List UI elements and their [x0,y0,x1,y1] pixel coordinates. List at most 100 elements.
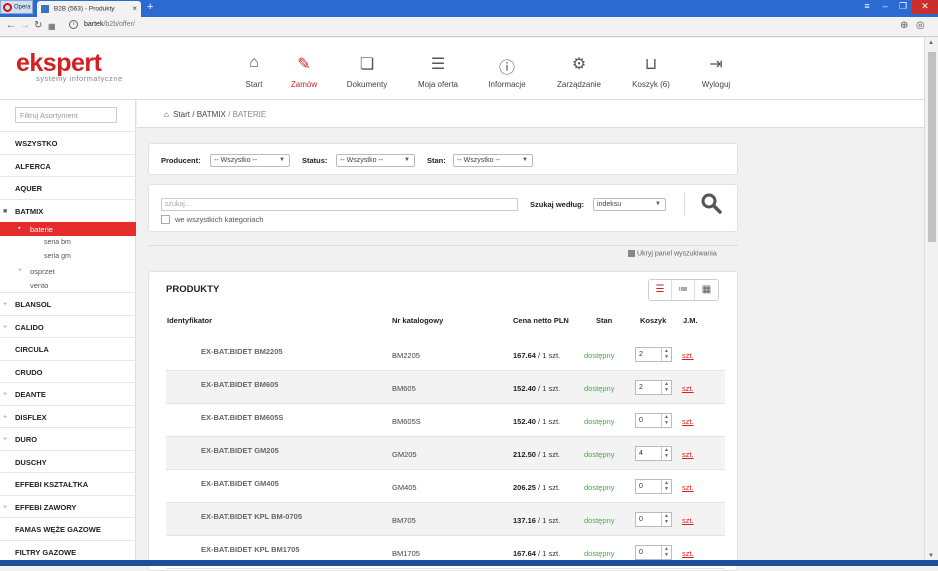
account-icon[interactable]: ◎ [916,20,925,31]
reload-icon[interactable]: ↻ [34,20,43,31]
detail-list-view-icon[interactable]: ≔ [672,280,695,300]
breadcrumb-start[interactable]: Start [173,110,190,119]
category-blansol[interactable]: + BLANSOL [0,293,136,316]
product-id[interactable]: EX-BAT.BIDET BM605 [201,380,279,389]
vpn-icon[interactable]: ⊕ [900,20,909,31]
expand-icon[interactable]: + [18,267,23,274]
unit-link[interactable]: szt. [682,516,694,525]
unit-link[interactable]: szt. [682,417,694,426]
browser-tab[interactable]: B2B (563) - Produkty × [37,1,141,17]
unit-link[interactable]: szt. [682,384,694,393]
filter-assortment-input[interactable]: Filtruj Asortyment [15,107,117,123]
category-batmix[interactable]: ■ BATMIX [0,200,136,223]
spinner-icon[interactable]: ▲ ▼ [661,513,671,526]
category-aquer[interactable]: AQUER [0,177,136,200]
menu-koszyk[interactable]: ⊔ Koszyk (6) [627,54,675,89]
scroll-down-icon[interactable]: ▼ [928,553,934,559]
category-duro[interactable]: + DURO [0,428,136,451]
quantity-stepper[interactable]: 2 ▲ ▼ [635,380,672,395]
menu-zarzadzanie[interactable]: ⚙ Zarządzanie [551,54,607,89]
logo[interactable]: ekspert systemy informatyczne [16,51,136,84]
unit-link[interactable]: szt. [682,549,694,558]
category-calido[interactable]: + CALIDO [0,316,136,338]
product-id[interactable]: EX-BAT.BIDET KPL BM1705 [201,545,300,554]
stan-select[interactable]: -- Wszystko -- ▼ [453,154,533,167]
unit-link[interactable]: szt. [682,450,694,459]
product-id[interactable]: EX-BAT.BIDET BM605S [201,413,284,422]
quantity-stepper[interactable]: 0 ▲ ▼ [635,413,672,428]
spinner-icon[interactable]: ▲ ▼ [661,447,671,460]
product-id[interactable]: EX-BAT.BIDET BM2205 [201,347,283,356]
url-field[interactable]: bartek/b2b/offer/ [84,21,135,28]
expand-icon[interactable]: + [3,413,8,421]
category-duschy[interactable]: DUSCHY [0,451,136,473]
spinner-icon[interactable]: ▲ ▼ [661,381,671,394]
list-view-icon[interactable]: ☰ [649,280,672,300]
back-icon[interactable]: ← [6,20,16,31]
category-deante[interactable]: + DEANTE [0,383,136,406]
subcategory-vento[interactable]: vento [0,278,136,293]
search-input[interactable]: szukaj... [161,198,518,211]
category-alferca[interactable]: ALFERCA [0,155,136,177]
new-tab-icon[interactable]: + [147,1,154,13]
category-effebi-ksztaltka[interactable]: EFFEBI KSZTAŁTKA [0,473,136,496]
subcategory-seria-gm[interactable]: seria gm [44,253,71,260]
hide-search-panel-link[interactable]: Ukryj panel wyszukiwania [628,250,717,257]
product-id[interactable]: EX-BAT.BIDET GM205 [201,446,279,455]
menu-dokumenty[interactable]: ❏ Dokumenty [341,54,393,89]
quantity-stepper[interactable]: 4 ▲ ▼ [635,446,672,461]
search-icon[interactable] [700,192,722,219]
expand-icon[interactable]: + [3,301,8,308]
opera-menu-button[interactable]: Opera [0,0,33,14]
expand-icon[interactable]: + [3,391,8,398]
maximize-icon[interactable]: ❐ [898,1,908,11]
collapse-icon[interactable]: ▪ [18,225,21,232]
home-icon[interactable]: ⌂ [164,110,169,119]
search-by-select[interactable]: indeksu ▼ [593,198,666,211]
product-id[interactable]: EX-BAT.BIDET GM405 [201,479,279,488]
spinner-icon[interactable]: ▲ ▼ [661,348,671,361]
unit-link[interactable]: szt. [682,483,694,492]
spinner-icon[interactable]: ▲ ▼ [661,414,671,427]
close-window-icon[interactable]: ✕ [912,0,938,14]
subcategory-seria-bm[interactable]: seria bm [44,239,71,246]
category-famas[interactable]: FAMAS WĘŻE GAZOWE [0,518,136,541]
spinner-icon[interactable]: ▲ ▼ [661,480,671,493]
minimize-icon[interactable]: – [882,1,888,11]
subcategory-baterie[interactable]: ▪ baterie [0,222,136,236]
quantity-stepper[interactable]: 0 ▲ ▼ [635,545,672,560]
menu-informacje[interactable]: ⓘ Informacje [483,54,531,89]
status-select[interactable]: -- Wszystko -- ▼ [336,154,415,167]
site-info-icon[interactable]: i [69,20,78,29]
forward-icon[interactable]: → [20,20,30,31]
expand-icon[interactable]: + [3,323,8,331]
category-disflex[interactable]: + DISFLEX [0,406,136,428]
quantity-stepper[interactable]: 2 ▲ ▼ [635,347,672,362]
quantity-stepper[interactable]: 0 ▲ ▼ [635,512,672,527]
scroll-up-icon[interactable]: ▲ [928,40,934,46]
spinner-icon[interactable]: ▲ ▼ [661,546,671,559]
menu-zamow[interactable]: ✎ Zamów [287,54,321,89]
producent-select[interactable]: -- Wszystko -- ▼ [210,154,290,167]
category-circula[interactable]: CIRCULA [0,338,136,361]
tab-close-icon[interactable]: × [132,4,137,13]
menu-stack-icon[interactable]: ≡ [864,1,870,11]
category-effebi-zawory[interactable]: + EFFEBI ZAWORY [0,496,136,518]
menu-moja-oferta[interactable]: ☰ Moja oferta [413,54,463,89]
menu-wyloguj[interactable]: ⇥ Wyloguj [696,54,736,89]
expand-icon[interactable]: + [3,436,8,443]
grid-view-icon[interactable]: ▦ [701,284,712,295]
quantity-stepper[interactable]: 0 ▲ ▼ [635,479,672,494]
expand-icon[interactable]: + [3,503,8,511]
unit-link[interactable]: szt. [682,351,694,360]
product-id[interactable]: EX-BAT.BIDET KPL BM-0705 [201,512,302,521]
speed-dial-icon[interactable]: ▦ [48,22,56,31]
scrollbar-thumb[interactable] [928,52,936,242]
category-crudo[interactable]: CRUDO [0,361,136,383]
page-scrollbar[interactable]: ▲ ▼ [924,38,938,566]
breadcrumb-batmix[interactable]: BATMIX [196,110,226,119]
menu-start[interactable]: ⌂ Start [240,54,268,89]
all-categories-checkbox[interactable] [161,215,170,224]
collapse-icon[interactable]: ■ [3,207,8,215]
category-wszystko[interactable]: WSZYSTKO [0,132,136,155]
